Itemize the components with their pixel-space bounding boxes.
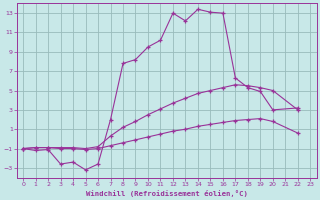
X-axis label: Windchill (Refroidissement éolien,°C): Windchill (Refroidissement éolien,°C) [86,190,248,197]
